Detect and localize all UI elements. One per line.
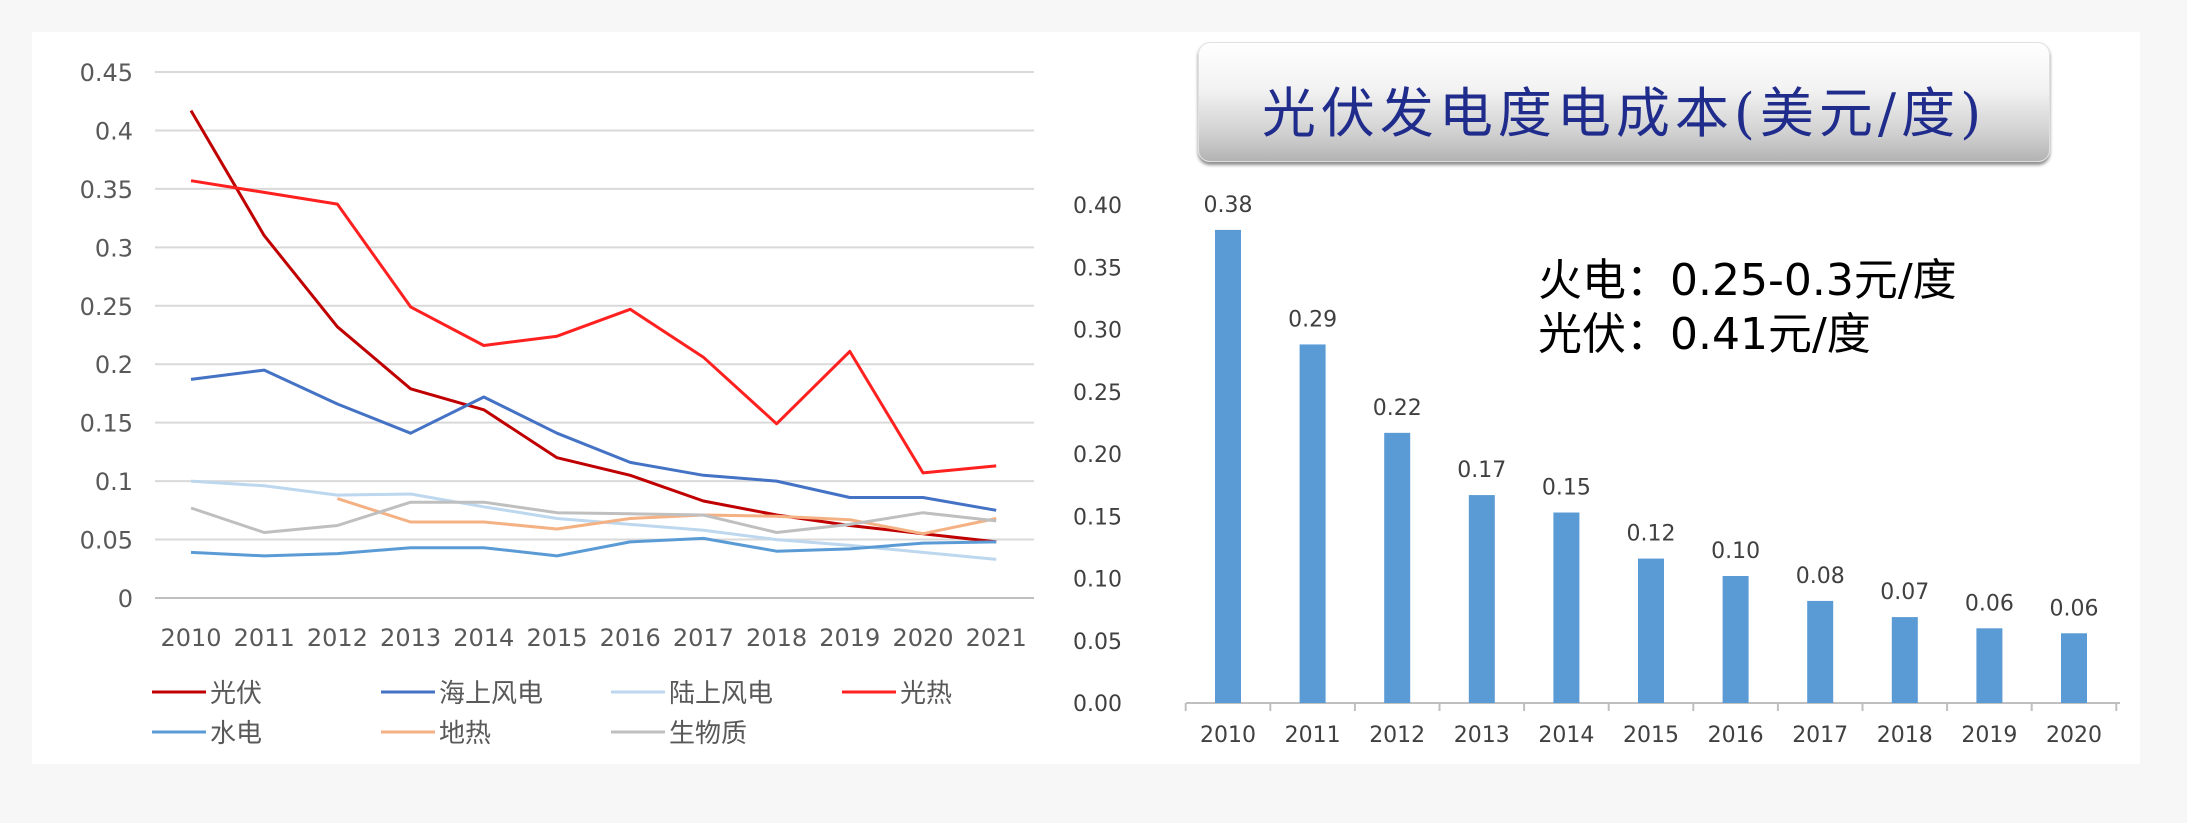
data-label: 0.06 [2050, 596, 2099, 621]
data-label: 0.08 [1796, 564, 1845, 589]
y-tick-label: 0.40 [1073, 194, 1122, 219]
y-tick-label: 0.05 [80, 527, 133, 555]
y-tick-label: 0.1 [95, 468, 133, 496]
bar [2061, 633, 2087, 703]
y-tick-label: 0.20 [1073, 443, 1122, 468]
legend-label: 光热 [900, 679, 952, 709]
bar [1215, 229, 1241, 703]
x-tick-label: 2021 [966, 624, 1027, 652]
series-line [190, 536, 997, 558]
x-tick-label: 2012 [307, 624, 368, 652]
x-tick-label: 2017 [1792, 723, 1848, 748]
y-tick-label: 0.2 [95, 351, 133, 379]
line-chart-panel [32, 32, 1062, 764]
data-label: 0.07 [1880, 580, 1929, 605]
y-tick-label: 0.15 [1073, 505, 1122, 530]
y-tick-label: 0.10 [1073, 568, 1122, 593]
annotation-thermal-power: 火电：0.25-0.3元/度 [1538, 255, 1957, 306]
bar [1976, 628, 2003, 703]
y-tick-label: 0.25 [1073, 381, 1122, 406]
legend-label: 生物质 [669, 719, 747, 749]
x-tick-label: 2015 [1623, 723, 1679, 748]
x-tick-label: 2016 [600, 624, 661, 652]
x-tick-label: 2010 [160, 624, 221, 652]
series-line [190, 368, 997, 512]
data-label: 0.29 [1288, 307, 1337, 332]
data-label: 0.06 [1965, 591, 2014, 616]
series-line [190, 500, 997, 534]
data-label: 0.38 [1204, 193, 1253, 218]
x-tick-label: 2012 [1369, 723, 1425, 748]
legend-label: 光伏 [210, 679, 262, 709]
data-label: 0.15 [1542, 476, 1591, 501]
x-tick-label: 2014 [453, 624, 514, 652]
x-tick-label: 2016 [1708, 723, 1764, 748]
x-tick-label: 2018 [746, 624, 807, 652]
y-tick-label: 0.3 [95, 234, 133, 262]
chart-title: 光伏发电度电成本(美元/度) [1261, 82, 1987, 145]
x-tick-label: 2020 [2046, 723, 2102, 748]
y-tick-label: 0.45 [80, 59, 133, 87]
legend-label: 海上风电 [439, 679, 543, 709]
series-line [336, 497, 997, 536]
x-tick-label: 2013 [380, 624, 441, 652]
series-line [189, 109, 997, 544]
bar [1891, 617, 1918, 703]
x-tick-label: 2018 [1877, 723, 1933, 748]
x-tick-label: 2019 [1961, 723, 2017, 748]
title-banner: 光伏发电度电成本(美元/度) [1198, 42, 2050, 162]
x-tick-label: 2020 [892, 624, 953, 652]
y-tick-label: 0.4 [95, 117, 133, 145]
series-line [190, 179, 997, 475]
data-label: 0.17 [1457, 458, 1506, 483]
bar [1722, 576, 1749, 703]
bar [1553, 512, 1580, 703]
y-tick-label: 0.30 [1073, 319, 1122, 344]
data-label: 0.22 [1373, 396, 1422, 421]
x-tick-label: 2014 [1538, 723, 1594, 748]
x-tick-label: 2015 [526, 624, 587, 652]
x-tick-label: 2011 [234, 624, 295, 652]
y-tick-label: 0.05 [1073, 630, 1122, 655]
x-tick-label: 2017 [673, 624, 734, 652]
y-tick-label: 0.15 [80, 410, 133, 438]
x-tick-label: 2019 [819, 624, 880, 652]
y-tick-label: 0.00 [1073, 692, 1122, 717]
data-label: 0.12 [1627, 522, 1676, 547]
annotation-solar-pv: 光伏：0.41元/度 [1538, 309, 1871, 360]
x-tick-label: 2010 [1200, 723, 1256, 748]
y-tick-label: 0.35 [80, 176, 133, 204]
data-label: 0.10 [1711, 539, 1760, 564]
y-tick-label: 0.25 [80, 293, 133, 321]
legend-label: 地热 [439, 719, 491, 749]
y-tick-label: 0 [118, 585, 133, 613]
bar [1384, 432, 1411, 703]
y-tick-label: 0.35 [1073, 256, 1122, 281]
bar [1807, 600, 1834, 703]
bar [1638, 558, 1664, 703]
x-tick-label: 2011 [1285, 723, 1341, 748]
x-tick-label: 2013 [1454, 723, 1510, 748]
bar [1468, 495, 1495, 703]
legend-label: 陆上风电 [669, 679, 773, 709]
bar [1299, 344, 1326, 703]
legend-label: 水电 [210, 719, 262, 749]
